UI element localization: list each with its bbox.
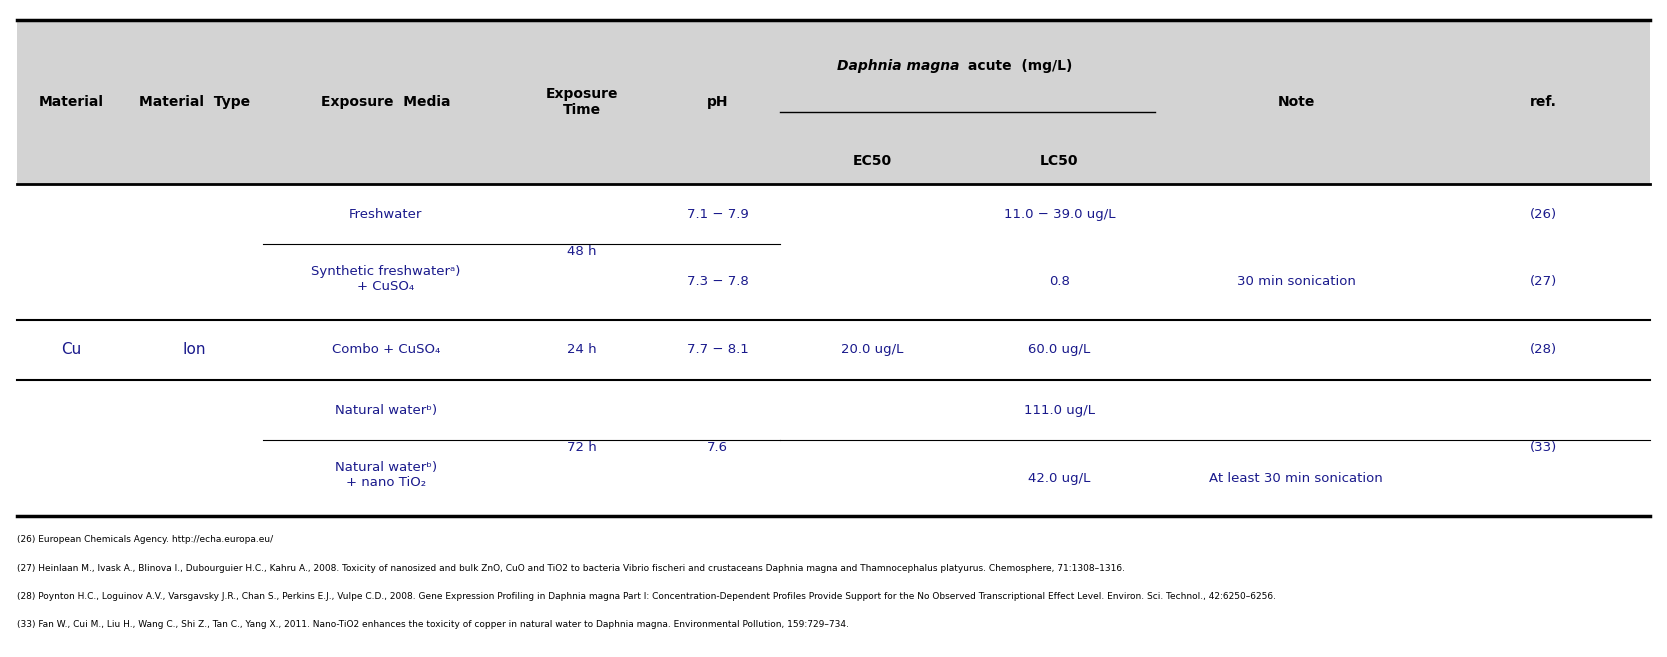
Text: 48 h: 48 h	[567, 245, 597, 258]
Bar	[17, 20, 1650, 184]
Text: (27): (27)	[1530, 275, 1557, 288]
Text: (33): (33)	[1530, 442, 1557, 455]
Text: (28) Poynton H.C., Loguinov A.V., Varsgavsky J.R., Chan S., Perkins E.J., Vulpe : (28) Poynton H.C., Loguinov A.V., Varsga…	[17, 592, 1275, 601]
Text: 24 h: 24 h	[567, 344, 597, 356]
Text: (28): (28)	[1530, 344, 1557, 356]
Text: Exposure
Time: Exposure Time	[545, 87, 618, 117]
Text: Material: Material	[38, 95, 103, 109]
Text: (33) Fan W., Cui M., Liu H., Wang C., Shi Z., Tan C., Yang X., 2011. Nano-TiO2 e: (33) Fan W., Cui M., Liu H., Wang C., Sh…	[17, 620, 849, 629]
Text: acute  (mg/L): acute (mg/L)	[964, 58, 1072, 73]
Text: Note: Note	[1277, 95, 1315, 109]
Text: Natural waterᵇ): Natural waterᵇ)	[335, 403, 437, 417]
Text: 111.0 ug/L: 111.0 ug/L	[1024, 403, 1095, 417]
Text: Natural waterᵇ)
+ nano TiO₂: Natural waterᵇ) + nano TiO₂	[335, 461, 437, 489]
Text: ref.: ref.	[1530, 95, 1557, 109]
Text: Daphnia magna: Daphnia magna	[837, 58, 960, 73]
Text: 30 min sonication: 30 min sonication	[1237, 275, 1355, 288]
Text: LC50: LC50	[1040, 154, 1079, 168]
Text: At least 30 min sonication: At least 30 min sonication	[1209, 472, 1384, 485]
Text: EC50: EC50	[852, 154, 892, 168]
Text: 20.0 ug/L: 20.0 ug/L	[840, 344, 904, 356]
Text: (26): (26)	[1530, 208, 1557, 221]
Text: Cu: Cu	[60, 342, 82, 357]
Text: 7.3 − 7.8: 7.3 − 7.8	[687, 275, 748, 288]
Text: pH: pH	[707, 95, 728, 109]
Text: Ion: Ion	[182, 342, 207, 357]
Text: 7.6: 7.6	[707, 442, 728, 455]
Text: Material  Type: Material Type	[138, 95, 250, 109]
Text: 7.7 − 8.1: 7.7 − 8.1	[687, 344, 748, 356]
Text: 60.0 ug/L: 60.0 ug/L	[1029, 344, 1090, 356]
Text: 42.0 ug/L: 42.0 ug/L	[1029, 472, 1090, 485]
Text: (27) Heinlaan M., Ivask A., Blinova I., Dubourguier H.C., Kahru A., 2008. Toxici: (27) Heinlaan M., Ivask A., Blinova I., …	[17, 564, 1125, 573]
Text: Synthetic freshwaterᵃ)
+ CuSO₄: Synthetic freshwaterᵃ) + CuSO₄	[312, 265, 460, 293]
Text: Combo + CuSO₄: Combo + CuSO₄	[332, 344, 440, 356]
Text: 11.0 − 39.0 ug/L: 11.0 − 39.0 ug/L	[1004, 208, 1115, 221]
Text: Freshwater: Freshwater	[348, 208, 423, 221]
Text: 0.8: 0.8	[1049, 275, 1070, 288]
Text: 7.1 − 7.9: 7.1 − 7.9	[687, 208, 748, 221]
Text: 72 h: 72 h	[567, 442, 597, 455]
Text: (26) European Chemicals Agency. http://echa.europa.eu/: (26) European Chemicals Agency. http://e…	[17, 535, 273, 545]
Text: Exposure  Media: Exposure Media	[322, 95, 450, 109]
